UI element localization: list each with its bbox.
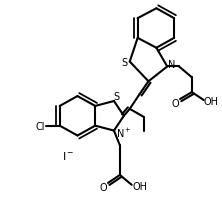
Text: N$^+$: N$^+$ (116, 126, 132, 139)
Text: S: S (114, 92, 120, 102)
Text: OH: OH (203, 97, 218, 106)
Text: N: N (168, 60, 176, 70)
Text: Cl: Cl (35, 121, 45, 131)
Text: O: O (171, 99, 179, 108)
Text: OH: OH (132, 181, 147, 191)
Text: O: O (99, 182, 107, 192)
Text: I$^-$: I$^-$ (62, 149, 75, 161)
Text: S: S (122, 57, 128, 67)
